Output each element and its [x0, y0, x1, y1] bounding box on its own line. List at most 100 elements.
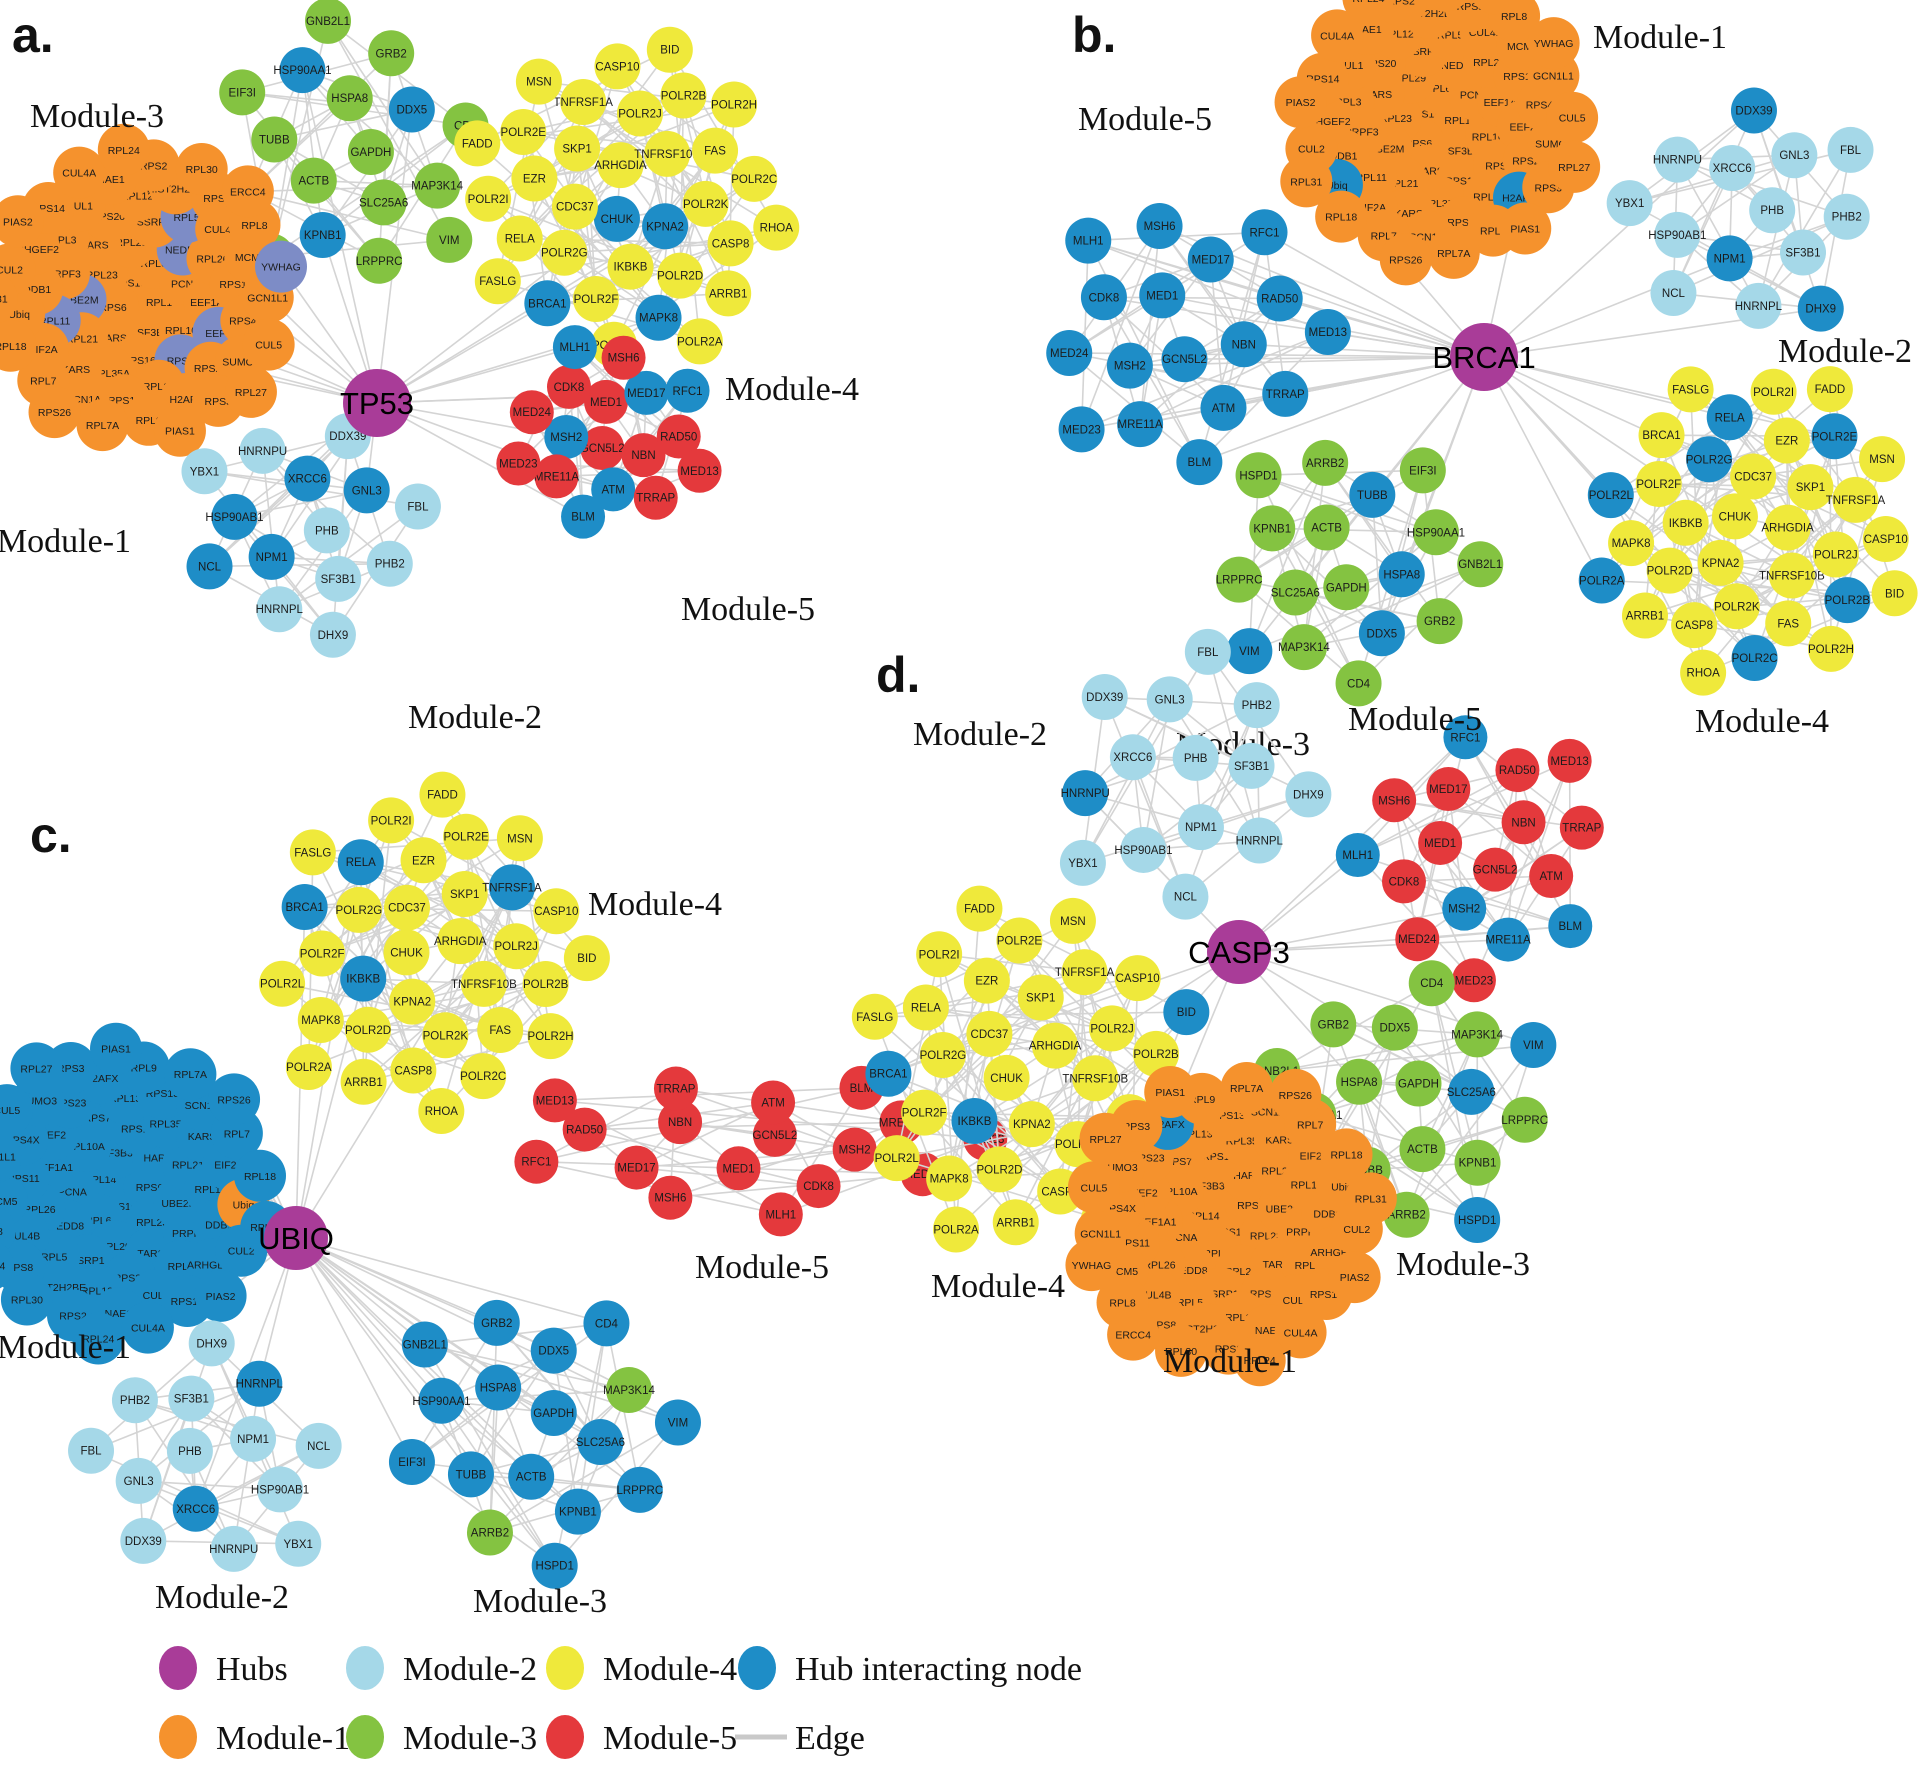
- legend-label: Module-4: [603, 1651, 737, 1688]
- node-HSP90AA1: HSP90AA1: [273, 47, 332, 94]
- node-GCN1L1: GCN1L1: [0, 1131, 22, 1183]
- node-label: POLR2G: [336, 905, 383, 917]
- node-RAD50: RAD50: [562, 1107, 607, 1152]
- node-label: NBN: [1232, 339, 1256, 351]
- node-label: RPL18: [1325, 212, 1357, 224]
- node-label: HSP90AA1: [412, 1396, 470, 1408]
- node-label: MED1: [1424, 838, 1456, 850]
- node-MED23: MED23: [1451, 958, 1496, 1003]
- node-ARRB2: ARRB2: [466, 1509, 513, 1556]
- node-RAD50: RAD50: [656, 414, 701, 459]
- node-MAP3K14: MAP3K14: [603, 1367, 655, 1414]
- node-label: CDK8: [1089, 292, 1120, 304]
- node-MRE11A: MRE11A: [1117, 401, 1164, 448]
- node-RPS26: RPS26: [28, 386, 81, 439]
- node-IKBKB: IKBKB: [607, 243, 654, 290]
- node-label: MED1: [1146, 290, 1178, 302]
- node-label: POLR2L: [260, 979, 305, 991]
- node-label: ARRB1: [997, 1217, 1035, 1229]
- module-label-module-1: Module-1: [1593, 19, 1727, 56]
- node-YWHAG: YWHAG: [254, 240, 307, 293]
- node-label: RHOA: [425, 1106, 459, 1118]
- node-SLC25A6: SLC25A6: [359, 179, 408, 226]
- node-label: SF3B1: [321, 574, 356, 586]
- node-label: MED23: [1455, 975, 1493, 987]
- node-EIF3I: EIF3I: [388, 1439, 435, 1486]
- node-label: GNL3: [1155, 694, 1185, 706]
- node-label: VIM: [668, 1417, 688, 1429]
- node-RPL24: RPL24: [1233, 1334, 1286, 1387]
- node-label: RHOA: [1687, 668, 1721, 680]
- node-label: DDX5: [1380, 1023, 1411, 1035]
- node-label: DDX5: [538, 1346, 569, 1358]
- node-POLR2G: POLR2G: [920, 1032, 966, 1079]
- node-RFC1: RFC1: [514, 1139, 559, 1184]
- node-RPL30: RPL30: [1423, 0, 1468, 12]
- node-POLR2D: POLR2D: [657, 252, 703, 299]
- node-HNRNPL: HNRNPL: [1236, 817, 1284, 864]
- node-label: CASP10: [595, 61, 639, 73]
- node-RAD50: RAD50: [1495, 748, 1540, 793]
- node-HSP90AB1: HSP90AB1: [1114, 826, 1173, 873]
- node-DDX5: DDX5: [1358, 610, 1405, 657]
- node-VIM: VIM: [1226, 628, 1273, 675]
- node-label: RFC1: [1249, 227, 1279, 239]
- node-KPNA2: KPNA2: [642, 203, 689, 250]
- legend-item-hub: Hubs: [159, 1646, 288, 1690]
- node-NCL: NCL: [295, 1422, 342, 1469]
- node-HSPA8: HSPA8: [1336, 1058, 1383, 1105]
- node-label: TUBB: [1357, 490, 1388, 502]
- node-KPNA2: KPNA2: [389, 978, 436, 1025]
- legend-item-m5: Module-5: [546, 1715, 737, 1759]
- node-EZR: EZR: [400, 837, 447, 884]
- node-POLR2H: POLR2H: [711, 81, 757, 128]
- node-MED24: MED24: [509, 390, 554, 435]
- node-label: HSPA8: [331, 93, 368, 105]
- node-CHUK: CHUK: [983, 1054, 1030, 1101]
- node-DHX9: DHX9: [1797, 285, 1844, 332]
- node-label: CUL5: [255, 340, 282, 352]
- node-label: MCM5: [0, 1196, 18, 1208]
- node-label: YWHAG: [1534, 38, 1574, 50]
- node-MED24: MED24: [1395, 917, 1440, 962]
- hub-UBIQ: UBIQ: [258, 1206, 334, 1270]
- node-CD4: CD4: [583, 1300, 630, 1347]
- node-CUL4A: CUL4A: [53, 146, 106, 199]
- node-POLR2F: POLR2F: [572, 275, 619, 322]
- node-label: MRE11A: [1486, 935, 1531, 947]
- node-PIAS2: PIAS2: [1274, 76, 1327, 129]
- legend-item-hubnode: Hub interacting node: [738, 1646, 1082, 1690]
- node-RPL18: RPL18: [1315, 190, 1368, 243]
- node-RPL24: RPL24: [1342, 0, 1395, 24]
- hub-label: CASP3: [1188, 935, 1290, 970]
- node-label: PHB: [178, 1446, 202, 1458]
- node-FBL: FBL: [1184, 628, 1231, 675]
- node-label: DDX5: [396, 104, 427, 116]
- node-BLM: BLM: [1176, 439, 1223, 486]
- node-label: HSP90AB1: [251, 1484, 309, 1496]
- node-RPL7A: RPL7A: [164, 1048, 217, 1101]
- node-label: KPNA2: [646, 221, 684, 233]
- node-HSP90AA1: HSP90AA1: [412, 1377, 471, 1424]
- node-label: KARS: [188, 1131, 217, 1143]
- node-NBN: NBN: [1501, 800, 1546, 845]
- node-label: ATM: [1539, 871, 1562, 883]
- node-label: MSH2: [1114, 361, 1146, 373]
- node-label: EZR: [412, 855, 435, 867]
- node-POLR2B: POLR2B: [522, 960, 569, 1007]
- node-label: CDK8: [803, 1181, 834, 1193]
- node-LRPPRC: LRPPRC: [356, 237, 402, 284]
- node-MLH1: MLH1: [552, 325, 597, 370]
- node-CUL5: CUL5: [1067, 1161, 1120, 1214]
- node-YBX1: YBX1: [1059, 839, 1106, 886]
- node-label: DDX39: [1735, 106, 1772, 118]
- node-label: HSP90AB1: [205, 512, 263, 524]
- node-POLR2B: POLR2B: [1133, 1030, 1179, 1077]
- node-SKP1: SKP1: [1017, 974, 1064, 1021]
- node-label: FASLG: [294, 847, 331, 859]
- legend-swatch-m4: [546, 1646, 584, 1690]
- node-label: POLR2F: [574, 294, 619, 306]
- node-MED1: MED1: [584, 379, 629, 424]
- node-POLR2A: POLR2A: [1578, 557, 1625, 604]
- node-ARHGDIA: ARHGDIA: [1761, 504, 1814, 551]
